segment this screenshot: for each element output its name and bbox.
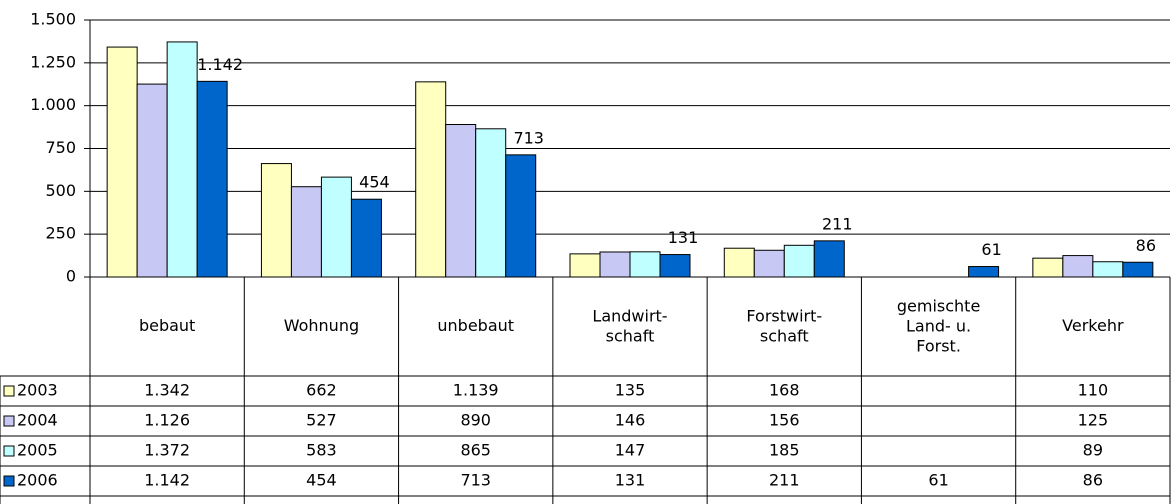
y-tick-label: 1.000 <box>30 95 76 114</box>
legend-key <box>3 445 15 457</box>
table-cell: 185 <box>769 441 800 460</box>
table-cell: 125 <box>1078 411 1109 430</box>
bar <box>569 253 601 278</box>
legend-key <box>3 385 15 397</box>
table-cell: 583 <box>306 441 337 460</box>
bar <box>659 254 691 278</box>
bar <box>196 80 228 278</box>
table-cell: 662 <box>306 381 337 400</box>
table-cell: 146 <box>615 411 646 430</box>
table-cell: 890 <box>460 411 491 430</box>
y-tick-label: 750 <box>45 138 76 157</box>
bar <box>475 128 507 278</box>
legend-label: 2003 <box>17 381 58 400</box>
bar <box>599 251 631 278</box>
bar <box>320 176 352 278</box>
table-cell: 1.126 <box>144 411 190 430</box>
bar <box>505 154 537 278</box>
y-tick-label: 250 <box>45 224 76 243</box>
x-tick-label: Forstwirt-schaft <box>746 306 822 345</box>
bar <box>723 247 755 278</box>
x-tick-label: Wohnung <box>284 316 359 335</box>
legend-label: 2006 <box>17 471 58 490</box>
table-cell: 1.342 <box>144 381 190 400</box>
y-tick-label: 500 <box>45 181 76 200</box>
table-cell: 1.142 <box>144 471 190 490</box>
x-tick-label: bebaut <box>139 316 195 335</box>
bar <box>1092 261 1124 278</box>
bar <box>629 251 661 278</box>
x-tick-label: Landwirt-schaft <box>592 306 667 345</box>
bar <box>813 240 845 278</box>
x-tick-label: gemischte Land- u. Forst. <box>897 296 980 355</box>
bar <box>166 41 198 278</box>
legend-key <box>3 475 15 487</box>
table-cell: 110 <box>1078 381 1109 400</box>
table-cell: 156 <box>769 411 800 430</box>
bar <box>445 124 477 278</box>
data-label: 61 <box>981 240 1001 259</box>
table-cell: 211 <box>769 471 800 490</box>
bar <box>415 81 447 278</box>
data-label: 713 <box>513 128 544 147</box>
bar <box>1122 261 1154 278</box>
bar <box>290 186 322 278</box>
table-cell: 865 <box>460 441 491 460</box>
legend-label: 2005 <box>17 441 58 460</box>
data-label: 1.142 <box>197 55 243 74</box>
table-cell: 135 <box>615 381 646 400</box>
table-cell: 713 <box>460 471 491 490</box>
bar <box>1062 255 1094 278</box>
x-tick-label: unbebaut <box>437 316 514 335</box>
table-cell: 86 <box>1083 471 1103 490</box>
table-cell: 1.139 <box>453 381 499 400</box>
bar <box>350 198 382 278</box>
bar <box>1032 257 1064 278</box>
table-cell: 61 <box>928 471 948 490</box>
table-cell: 454 <box>306 471 337 490</box>
table-cell: 89 <box>1083 441 1103 460</box>
y-tick-label: 1.500 <box>30 10 76 29</box>
bar <box>136 83 168 278</box>
table-cell: 527 <box>306 411 337 430</box>
table-cell: 168 <box>769 381 800 400</box>
table-cell: 131 <box>615 471 646 490</box>
data-label: 211 <box>822 214 853 233</box>
data-label: 454 <box>359 173 390 192</box>
data-label: 131 <box>668 228 699 247</box>
y-tick-label: 0 <box>66 267 76 286</box>
data-label: 86 <box>1136 236 1156 255</box>
legend-key <box>3 415 15 427</box>
x-tick-label: Verkehr <box>1062 316 1124 335</box>
bar <box>260 163 292 278</box>
bar <box>106 46 138 278</box>
bar <box>968 266 1000 278</box>
table-cell: 1.372 <box>144 441 190 460</box>
legend-label: 2004 <box>17 411 58 430</box>
bar <box>783 244 815 278</box>
bar <box>753 249 785 278</box>
table-cell: 147 <box>615 441 646 460</box>
y-tick-label: 1.250 <box>30 52 76 71</box>
